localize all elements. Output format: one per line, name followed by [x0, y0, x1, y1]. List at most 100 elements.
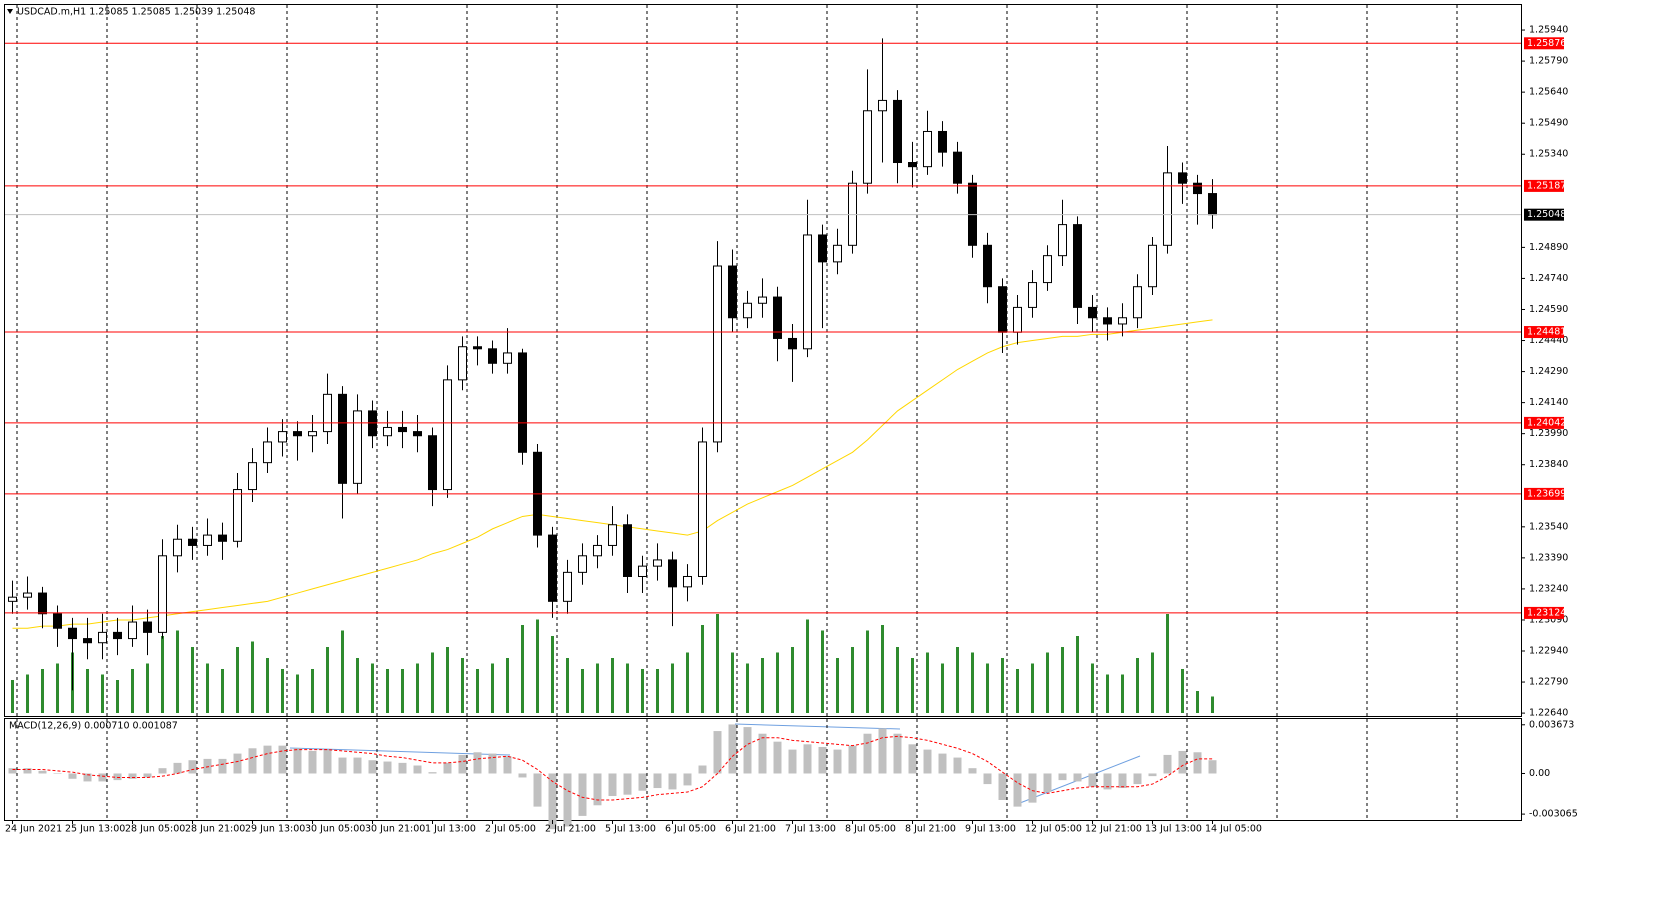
volume-bar: [641, 669, 644, 713]
volume-bar: [656, 669, 659, 713]
volume-bar: [1091, 663, 1094, 713]
volume-bar: [11, 680, 14, 713]
y-tick-label: 1.25640: [1529, 87, 1568, 98]
macd-histogram-bar: [608, 773, 617, 797]
volume-bar: [161, 636, 164, 713]
volume-bar: [251, 641, 254, 713]
macd-histogram-bar: [908, 744, 917, 774]
x-tick-label: 1 Jul 13:00: [425, 824, 476, 835]
volume-bar: [746, 663, 749, 713]
y-tick-label: 1.22790: [1529, 677, 1568, 688]
level-box: [1524, 487, 1564, 500]
volume-bar: [896, 647, 899, 713]
candle-body: [383, 426, 392, 437]
x-tick-label: 2 Jul 21:00: [545, 824, 596, 835]
x-tick-label: 6 Jul 21:00: [725, 824, 776, 835]
candle-body: [1193, 182, 1202, 195]
macd-histogram-bar: [1103, 773, 1112, 790]
macd-histogram-bar: [173, 762, 182, 774]
macd-histogram-bar: [68, 773, 77, 779]
candle-body: [38, 592, 47, 615]
macd-histogram-bar: [1163, 754, 1172, 774]
macd-histogram-bar: [128, 773, 137, 779]
volume-bar: [86, 669, 89, 713]
x-tick-label: 14 Jul 05:00: [1205, 824, 1262, 835]
volume-bar: [1016, 669, 1019, 713]
candle-body: [353, 410, 362, 484]
macd-histogram-bar: [143, 773, 152, 778]
macd-histogram-bar: [788, 749, 797, 774]
macd-title: MACD(12,26,9) 0.000710 0.001087: [9, 721, 178, 732]
candle-body: [983, 244, 992, 288]
macd-histogram-bar: [1028, 773, 1037, 803]
y-tick-label: 1.23390: [1529, 552, 1568, 563]
macd-pane: [4, 718, 1522, 821]
x-tick-label: 6 Jul 05:00: [665, 824, 716, 835]
main-pane: [4, 4, 1522, 717]
macd-histogram-bar: [113, 773, 122, 781]
y-tick-label: 1.24890: [1529, 242, 1568, 253]
candle-body: [503, 352, 512, 364]
volume-bar: [116, 680, 119, 713]
x-tick-label: 2 Jul 05:00: [485, 824, 536, 835]
candle-body: [698, 441, 707, 577]
volume-bar: [296, 674, 299, 713]
candle-body: [1148, 244, 1157, 288]
candle-body: [233, 489, 242, 542]
macd-histogram-bar: [938, 753, 947, 774]
volume-bar: [911, 658, 914, 713]
candle-body: [68, 627, 77, 640]
macd-histogram-bar: [638, 773, 647, 791]
candle-body: [143, 621, 152, 633]
level-box: [1524, 326, 1564, 339]
candle-body: [338, 393, 347, 484]
macd-histogram-bar: [1193, 752, 1202, 774]
symbol-menu[interactable]: [7, 9, 13, 14]
candle-body: [398, 426, 407, 433]
candle-body: [278, 431, 287, 443]
volume-bar: [386, 669, 389, 713]
volume-bar: [821, 630, 824, 713]
candle-body: [1058, 224, 1067, 257]
level-box: [1524, 37, 1564, 50]
volume-bar: [806, 619, 809, 713]
macd-histogram-bar: [458, 754, 467, 774]
macd-histogram-bar: [1208, 760, 1217, 774]
volume-bar: [326, 647, 329, 713]
macd-histogram-bar: [623, 773, 632, 795]
macd-histogram-bar: [533, 773, 542, 807]
candle-body: [443, 379, 452, 491]
volume-bar: [1151, 652, 1154, 713]
macd-histogram-bar: [593, 773, 602, 806]
y-tick-label: 1.23240: [1529, 583, 1568, 594]
candle-body: [1208, 193, 1217, 216]
volume-bar: [761, 658, 764, 713]
macd-histogram-bar: [668, 773, 677, 790]
volume-bar: [1166, 614, 1169, 713]
macd-histogram-bar: [1088, 773, 1097, 787]
y-tick-label: 1.25940: [1529, 25, 1568, 36]
macd-histogram-bar: [653, 773, 662, 789]
candle-body: [713, 265, 722, 443]
macd-histogram-bar: [983, 773, 992, 785]
macd-histogram-bar: [683, 773, 692, 786]
volume-bar: [596, 663, 599, 713]
level-text: 1.24042: [1527, 417, 1566, 428]
candle-body: [653, 559, 662, 567]
candle-body: [893, 99, 902, 164]
candle-body: [203, 534, 212, 546]
volume-bar: [1196, 691, 1199, 713]
volume-bar: [1076, 636, 1079, 713]
candle-body: [518, 352, 527, 453]
volume-bar: [26, 674, 29, 713]
volume-bar: [101, 674, 104, 713]
candle-body: [578, 555, 587, 573]
volume-bar: [41, 669, 44, 713]
candle-body: [548, 534, 557, 602]
volume-bar: [221, 669, 224, 713]
x-tick-label: 9 Jul 13:00: [965, 824, 1016, 835]
macd-histogram-bar: [848, 745, 857, 774]
y-tick-label: 1.24740: [1529, 273, 1568, 284]
macd-histogram-bar: [743, 727, 752, 774]
y-tick-label: 1.24590: [1529, 304, 1568, 315]
